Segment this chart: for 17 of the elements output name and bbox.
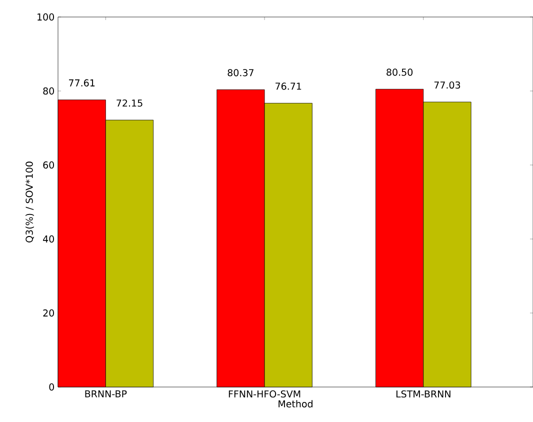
y-tick-label: 100 — [38, 13, 54, 21]
x-tick-label: BRNN-BP — [85, 390, 127, 398]
y-tick-label: 80 — [43, 87, 54, 95]
data-label: 76.71 — [276, 82, 302, 90]
x-tick-label: LSTM-BRNN — [396, 390, 450, 398]
y-tick-label: 40 — [43, 235, 54, 243]
data-label: 80.50 — [386, 68, 413, 76]
y-axis-title: Q3(%) / SOV*100 — [26, 162, 34, 242]
y-tick-label: 20 — [43, 309, 54, 317]
y-tick-label: 0 — [49, 383, 54, 391]
data-label: 77.03 — [434, 81, 460, 89]
data-label: 77.61 — [69, 79, 95, 86]
y-tick-label: 60 — [43, 161, 54, 169]
x-tick-label: FFNN-HFO-SVM — [228, 390, 300, 398]
data-label: 72.15 — [116, 99, 142, 107]
data-label: 80.37 — [228, 69, 254, 76]
x-axis-title: Method — [278, 400, 312, 408]
